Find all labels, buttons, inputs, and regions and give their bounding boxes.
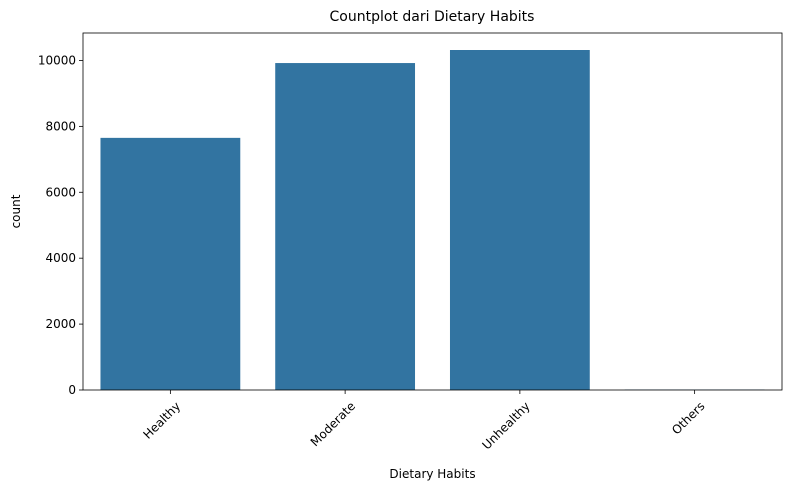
y-tick-label: 8000	[45, 119, 76, 133]
x-tick-label: Healthy	[140, 399, 183, 442]
x-axis-label: Dietary Habits	[389, 467, 475, 481]
y-tick-label: 10000	[38, 53, 76, 67]
bar-unhealthy	[450, 50, 590, 390]
bar-healthy	[100, 138, 240, 390]
y-tick-label: 0	[68, 383, 76, 397]
y-axis: 0 2000 4000 6000 8000 10000	[38, 53, 83, 397]
x-tick-label: Unhealthy	[479, 399, 532, 452]
x-tick-label: Moderate	[308, 399, 358, 449]
y-tick-label: 4000	[45, 251, 76, 265]
y-tick-label: 2000	[45, 317, 76, 331]
y-axis-label: count	[9, 194, 23, 228]
chart-title: Countplot dari Dietary Habits	[330, 9, 535, 25]
bars-layer	[100, 50, 764, 390]
x-tick-label: Others	[669, 399, 707, 437]
x-axis: Healthy Moderate Unhealthy Others	[140, 390, 707, 452]
y-tick-label: 6000	[45, 185, 76, 199]
bar-moderate	[275, 63, 415, 390]
